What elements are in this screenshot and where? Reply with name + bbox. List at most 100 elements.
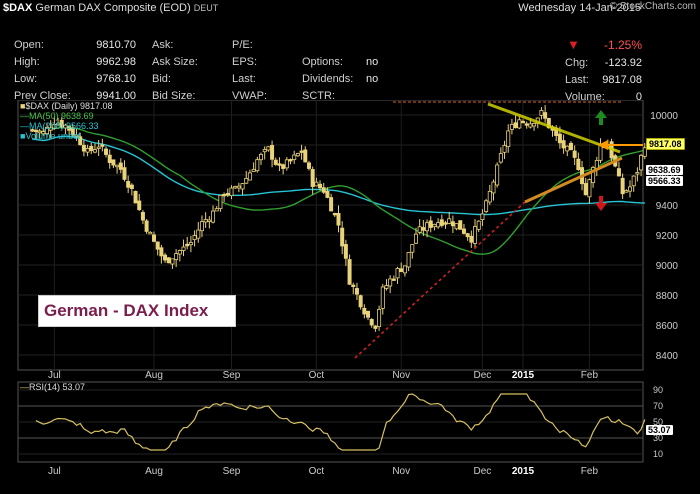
rsi-x-tick-label: 2015 [512, 466, 535, 477]
candle-body [148, 231, 153, 235]
sctr-label: SCTR: [302, 90, 335, 102]
last-trade-label: Last: [232, 73, 256, 85]
candle-body [229, 187, 234, 197]
candle-body [428, 220, 433, 228]
chart-title: $DAX German DAX Composite (EOD) DEUT [3, 2, 218, 14]
last-price-tag: 9817.08 [646, 138, 685, 150]
candle-body [85, 148, 90, 153]
candle-body [244, 177, 249, 184]
candle-body [155, 241, 160, 250]
lower-wedge-line [524, 156, 623, 204]
candle-body [639, 155, 644, 171]
legend-volume-text: Volume undef [25, 131, 81, 141]
orange-pointer-arrow-icon [598, 140, 608, 150]
empty-value [366, 37, 378, 54]
candle-body [59, 119, 64, 128]
quote-date: Wednesday 14-Jan-2015 [518, 2, 641, 14]
candle-body [159, 247, 164, 257]
candle-body [251, 168, 256, 172]
candle-body [528, 123, 533, 128]
candle-body [233, 186, 238, 189]
price-y-tick-label: 8400 [656, 351, 679, 362]
legend-ma200-text: MA(200) 9566.33 [29, 121, 99, 131]
candle-body [332, 213, 337, 216]
legend-ma50-text: MA(50) 9638.69 [29, 111, 94, 121]
candle-body [362, 307, 367, 315]
candle-body [214, 208, 219, 212]
legend-main-text: $DAX (Daily) 9817.08 [25, 101, 113, 111]
price-chart: 8400860088009000920094009600980010000 Ju… [17, 100, 679, 380]
candle-body [144, 220, 149, 232]
last-value: 9817.08 [602, 74, 642, 86]
candle-body [273, 159, 278, 165]
quote-col-1-labels: Open: High: Low: Prev Close: [14, 37, 71, 105]
candle-body [133, 190, 138, 204]
candle-body [340, 227, 345, 247]
open-label: Open: [14, 39, 44, 51]
bid-label: Bid: [152, 73, 171, 85]
candle-body [336, 213, 341, 226]
candle-body [211, 210, 216, 223]
rsi-y-tick-label: 50 [653, 417, 663, 427]
candle-body [377, 309, 382, 327]
candle-body [421, 227, 426, 231]
bid-size-label: Bid Size: [152, 90, 196, 102]
candle-body [44, 127, 49, 135]
candle-body [484, 200, 489, 212]
price-y-tick-label: 9200 [656, 231, 679, 242]
rsi-x-tick-label: Jul [48, 466, 61, 477]
candle-body [81, 144, 86, 152]
candle-body [410, 244, 415, 253]
legend-volume: ■Volume undef [20, 131, 80, 141]
candle-body [413, 233, 418, 244]
candle-body [89, 145, 94, 151]
candle-body [281, 164, 286, 169]
candle-body [513, 122, 518, 129]
candle-body [583, 183, 588, 196]
candle-body [425, 222, 430, 232]
upper-wedge-line [487, 102, 621, 154]
candle-body [321, 187, 326, 193]
candle-body [369, 318, 374, 326]
candle-body [517, 119, 522, 129]
ma200-series [32, 135, 645, 216]
down-arrow-icon: ▼ [567, 37, 580, 52]
price-y-tick-label: 8600 [656, 321, 679, 332]
price-y-tick-label: 10000 [650, 111, 678, 122]
candle-body [240, 183, 245, 190]
candle-body [591, 167, 596, 184]
candle-body [557, 133, 562, 144]
candle-body [388, 278, 393, 287]
rsi-chart: 10 30 50 70 90 Jul Aug Sep Oct Nov Dec 2015 Feb [17, 381, 663, 477]
candle-body [266, 146, 271, 151]
candle-body [48, 127, 53, 131]
candle-body [635, 172, 640, 175]
high-label: High: [14, 56, 40, 68]
candle-body [565, 145, 570, 152]
candle-body [628, 186, 633, 192]
candle-body [96, 146, 101, 149]
candle-body [543, 112, 548, 119]
candle-body [166, 257, 171, 264]
candle-body [78, 136, 83, 146]
candle-body [207, 219, 212, 222]
rsi-y-tick-label: 10 [653, 449, 663, 459]
candle-body [473, 226, 478, 244]
candle-body [502, 144, 507, 153]
candle-body [487, 191, 492, 203]
candle-body [174, 253, 179, 260]
price-y-tick-label: 9400 [656, 201, 679, 212]
candle-body [111, 159, 116, 166]
last-label: Last: [565, 74, 589, 86]
options-value: no [366, 56, 379, 68]
candle-body [181, 246, 186, 251]
quote-col-2: Ask: Ask Size: Bid: Bid Size: [152, 37, 198, 105]
candle-body [373, 325, 378, 329]
rsi-line [35, 393, 646, 451]
price-gridlines [18, 100, 643, 370]
candle-body [465, 233, 470, 238]
prev-close-label: Prev Close: [14, 90, 71, 102]
rsi-y-tick-label: 90 [653, 385, 663, 395]
rsi-y-tick-label: 30 [653, 433, 663, 443]
candle-body [262, 149, 267, 153]
